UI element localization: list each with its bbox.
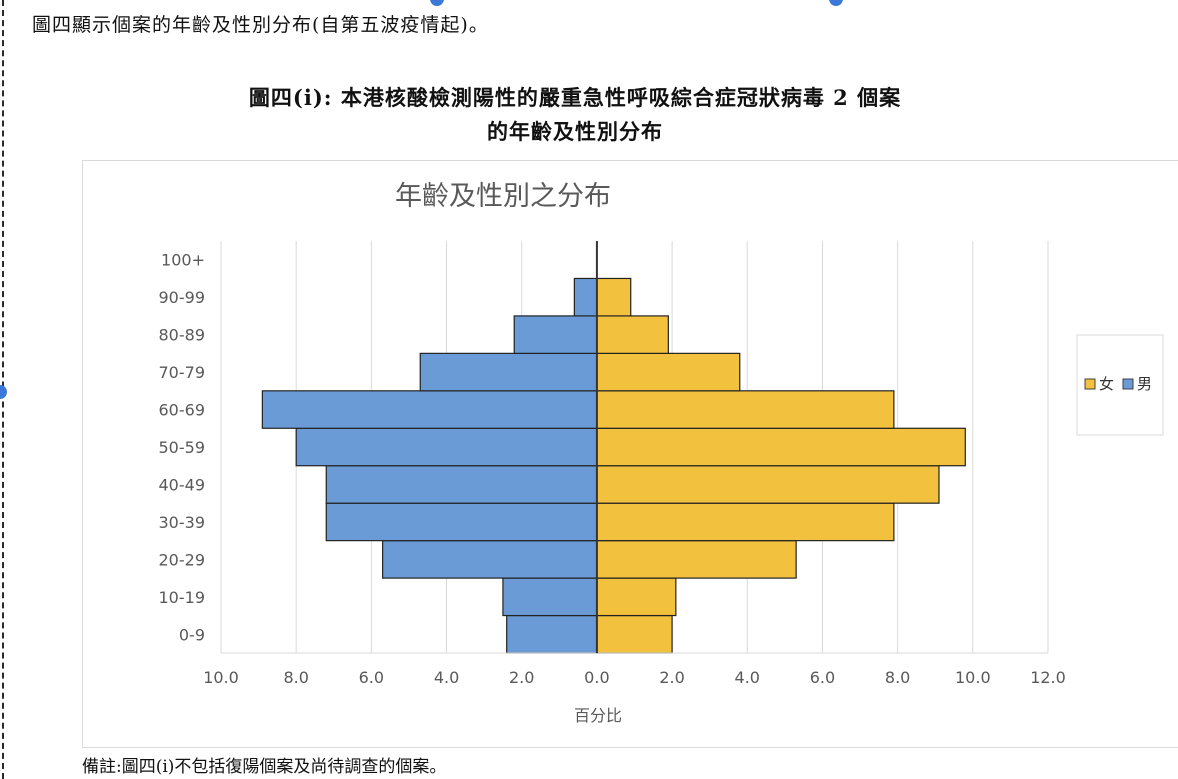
bar-male [261, 390, 598, 429]
x-tick-label: 6.0 [810, 668, 835, 687]
bar-male [382, 540, 598, 579]
bar-female [596, 540, 797, 579]
legend-swatch-female [1084, 378, 1096, 390]
chart-frame: 年齡及性別之分布 10.0 8.0 6.0 4.0 2.0 0.0 2.0 4.0 6.0 8.0… [82, 160, 1178, 748]
bar-female [596, 427, 966, 467]
bar-male [325, 465, 598, 504]
bar-male [419, 352, 598, 392]
figure-title-line-1: 圖四(i): 本港核酸檢測陽性的嚴重急性呼吸綜合症冠狀病毒 2 個案 [248, 85, 902, 110]
bar-male [502, 577, 598, 617]
bar-female [596, 315, 669, 354]
axes: 10.0 8.0 6.0 4.0 2.0 0.0 2.0 4.0 6.0 8.0 10.0 12.0 0… [159, 241, 1066, 687]
bar-male [573, 277, 598, 317]
population-pyramid-chart: 年齡及性別之分布 10.0 8.0 6.0 4.0 2.0 0.0 2.0 4.0 6.0 8.0… [159, 181, 1164, 725]
x-tick-label: 8.0 [283, 668, 308, 687]
selection-handle-top-left[interactable] [430, 0, 444, 6]
bars [261, 277, 966, 654]
bar-female [596, 614, 673, 654]
x-tick-label: 10.0 [955, 668, 991, 687]
y-tick-label: 0-9 [179, 625, 205, 644]
bar-male [506, 614, 598, 654]
footnote: 備註:圖四(i)不包括復陽個案及尚待調查的個案。 [82, 757, 447, 777]
bar-male [513, 315, 598, 354]
bar-female [596, 390, 895, 429]
selection-handle-top-right[interactable] [829, 0, 843, 6]
figure-title-line-2: 的年齡及性別分布 [487, 119, 663, 144]
y-tick-label: 40-49 [159, 475, 206, 494]
legend-swatch-male [1122, 378, 1134, 390]
y-tick-label: 10-19 [159, 588, 206, 607]
x-tick-label: 4.0 [434, 668, 459, 687]
legend: 女 男 [1076, 334, 1164, 436]
bar-male [295, 427, 598, 467]
x-tick-label: 6.0 [359, 668, 384, 687]
y-tick-label: 100+ [161, 251, 205, 270]
y-tick-label: 50-59 [159, 438, 206, 457]
bar-female [596, 465, 940, 504]
y-tick-label: 20-29 [159, 550, 206, 569]
selection-handle-left[interactable] [0, 385, 7, 399]
x-tick-label: 2.0 [509, 668, 534, 687]
legend-label-female: 女 [1099, 375, 1114, 393]
x-tick-label: 12.0 [1030, 668, 1066, 687]
bar-female [596, 352, 741, 392]
bar-male [325, 502, 598, 542]
chart-title: 年齡及性別之分布 [395, 181, 611, 212]
intro-paragraph: 圖四顯示個案的年齡及性別分布(自第五波疫情起)。 [32, 14, 489, 36]
x-tick-label: 2.0 [659, 668, 684, 687]
bar-female [596, 502, 895, 542]
bar-female [596, 577, 677, 617]
y-tick-label: 70-79 [159, 363, 206, 382]
bar-female [596, 277, 632, 317]
x-tick-label: 0.0 [584, 668, 609, 687]
x-axis-label: 百分比 [574, 706, 622, 725]
y-tick-label: 80-89 [159, 326, 206, 345]
x-tick-label: 10.0 [203, 668, 239, 687]
legend-label-male: 男 [1137, 375, 1152, 393]
y-tick-label: 90-99 [159, 288, 206, 307]
y-tick-label: 30-39 [159, 513, 206, 532]
x-tick-label: 8.0 [885, 668, 910, 687]
x-tick-label: 4.0 [735, 668, 760, 687]
y-tick-label: 60-69 [159, 401, 206, 420]
